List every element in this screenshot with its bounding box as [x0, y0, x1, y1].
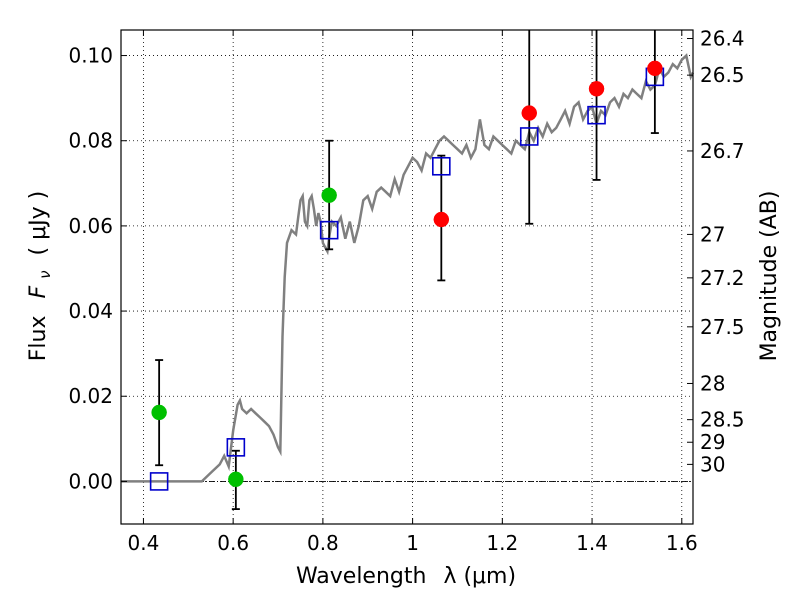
y-axis-label-unit: ( μJy )	[26, 191, 51, 256]
y-axis-label-text: Flux	[26, 315, 51, 361]
x-tick-label: 1	[406, 531, 419, 555]
magnitude-tick-label: 26.7	[700, 139, 745, 163]
magnitude-tick-label: 29	[700, 430, 725, 454]
x-axis-label-text: Wavelength	[296, 564, 427, 589]
model-spectrum-line	[121, 53, 695, 483]
y-tick-label: 0.10	[68, 44, 113, 68]
magnitude-tick-label: 27	[700, 222, 725, 246]
y-tick-label: 0.06	[68, 214, 113, 238]
y-axis-label-subscript: ν	[36, 270, 54, 278]
model-photometry-square	[519, 127, 539, 146]
x-tick-label: 0.4	[128, 531, 160, 555]
x-axis-label: Wavelength λ (μm)	[296, 564, 516, 589]
axis-ticks: 0.4 0.6 0.8 1 1.2 1.4 1.6 0.00 0.02 0.04 0.06 0.08 0…	[68, 27, 744, 555]
x-tick-label: 1.4	[576, 531, 608, 555]
red-detection-point	[433, 211, 450, 228]
magnitude-tick-label: 27.5	[700, 315, 745, 339]
x-tick-label: 1.2	[486, 531, 518, 555]
y-axis-label-symbol: F	[26, 285, 51, 298]
model-photometry-square	[587, 105, 606, 125]
model-photometry-square	[432, 156, 451, 176]
grid-lines	[121, 30, 693, 524]
model-photometry-square	[226, 438, 246, 457]
y-axis-label: Flux F ν ( μJy )	[26, 191, 56, 361]
magnitude-tick-label: 27.2	[700, 266, 745, 290]
magnitude-axis-label: Magnitude (AB)	[757, 191, 782, 362]
red-detection-point	[521, 105, 538, 121]
y-tick-label: 0.08	[68, 129, 113, 153]
y-tick-label: 0.00	[68, 469, 113, 493]
model-photometry-square	[149, 472, 169, 491]
y-tick-label: 0.04	[68, 299, 113, 323]
model-photometry-square	[319, 220, 339, 240]
x-tick-label: 0.6	[217, 531, 249, 555]
magnitude-tick-label: 26.5	[700, 63, 745, 87]
x-tick-label: 1.6	[666, 531, 698, 555]
x-axis-label-symbol: λ (μm)	[443, 564, 516, 589]
green-detection-point	[151, 404, 167, 421]
magnitude-tick-label: 26.4	[700, 27, 745, 51]
plot-frame	[120, 29, 694, 525]
red-detection-point	[647, 60, 663, 77]
red-detection-point	[588, 81, 605, 97]
x-tick-label: 0.8	[307, 531, 339, 555]
magnitude-tick-label: 28.5	[700, 408, 745, 432]
magnitude-tick-label: 30	[700, 452, 725, 476]
green-detection-point	[321, 187, 337, 203]
green-detection-point	[228, 471, 244, 488]
plot-area	[121, 30, 695, 510]
magnitude-tick-label: 28	[700, 371, 725, 395]
y-tick-label: 0.02	[68, 384, 113, 408]
data-markers	[149, 60, 665, 491]
error-bars	[155, 30, 659, 510]
